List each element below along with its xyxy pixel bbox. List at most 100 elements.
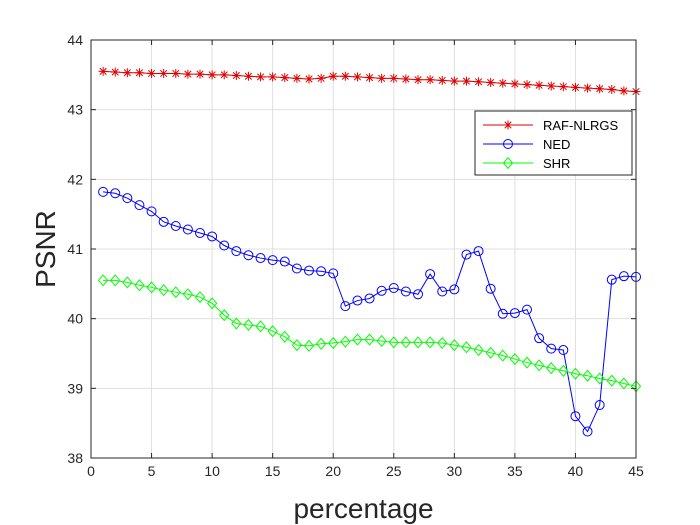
x-tick-label: 20: [325, 463, 341, 479]
asterisk-stroke: [365, 74, 374, 82]
data-point: [388, 336, 399, 349]
legend-item: RAF-NLRGS: [483, 118, 618, 133]
asterisk-stroke: [426, 76, 434, 84]
x-axis-label: percentage: [293, 493, 433, 524]
data-point: [485, 346, 496, 359]
data-point: [509, 308, 520, 319]
data-point: [291, 339, 303, 352]
data-point: [97, 274, 109, 287]
data-point: [146, 206, 157, 217]
data-point: [449, 284, 460, 295]
asterisk-stroke: [111, 68, 119, 76]
data-point: [558, 82, 568, 92]
data-point: [158, 284, 169, 297]
data-point: [400, 336, 412, 349]
data-point: [206, 297, 218, 310]
data-point: [376, 334, 387, 348]
data-point: [267, 255, 278, 266]
data-point: [98, 66, 108, 76]
asterisk-stroke: [317, 74, 325, 82]
data-point: [583, 83, 593, 93]
y-tick-label: 40: [67, 311, 83, 327]
asterisk-stroke: [269, 73, 277, 81]
y-axis-label: PSNR: [30, 210, 61, 288]
asterisk-stroke: [305, 75, 313, 83]
data-point: [279, 256, 290, 267]
asterisk-stroke: [547, 82, 555, 90]
series-raf-nlrgs: [98, 66, 641, 97]
y-tick-label: 41: [67, 241, 83, 257]
data-point: [377, 73, 387, 83]
data-point: [449, 339, 460, 352]
data-point: [98, 186, 109, 197]
asterisk-stroke: [378, 74, 386, 82]
data-point: [618, 271, 629, 282]
data-point: [389, 73, 399, 83]
data-point: [291, 263, 302, 274]
data-point: [437, 336, 448, 350]
data-point: [497, 308, 508, 319]
data-point: [400, 286, 411, 297]
data-point: [134, 68, 144, 78]
data-point: [110, 188, 121, 199]
data-point: [437, 75, 447, 85]
data-point: [304, 265, 314, 276]
data-point: [582, 369, 593, 382]
y-tick-label: 38: [67, 450, 83, 466]
legend-label: NED: [543, 137, 570, 152]
data-point: [159, 68, 169, 78]
asterisk-stroke: [596, 85, 604, 93]
x-tick-label: 15: [265, 463, 281, 479]
data-point: [182, 224, 193, 235]
data-point: [207, 70, 217, 80]
data-point: [461, 249, 472, 260]
data-point: [267, 325, 278, 338]
asterisk-stroke: [293, 74, 301, 82]
data-point: [364, 293, 375, 304]
data-point: [219, 309, 230, 322]
data-point: [558, 345, 569, 356]
data-point: [413, 289, 423, 300]
data-point: [158, 216, 169, 227]
asterisk-stroke: [123, 69, 131, 77]
tick-labels: 0 5 10 15 20 25 30 35 40 45 38 39 40 41 42 43 44: [67, 32, 644, 479]
data-point: [170, 221, 181, 232]
data-point: [413, 75, 423, 85]
data-point: [412, 336, 424, 349]
legend-item: NED: [483, 137, 570, 152]
asterisk-stroke: [462, 77, 471, 85]
data-point: [595, 84, 605, 94]
data-point: [292, 73, 302, 83]
legend-marker: [503, 139, 513, 149]
data-point: [582, 426, 593, 437]
x-tick-label: 45: [628, 463, 644, 479]
data-point: [255, 320, 266, 333]
y-tick-label: 43: [67, 102, 83, 118]
data-point: [461, 341, 472, 354]
data-point: [231, 246, 242, 257]
asterisk-stroke: [583, 84, 592, 92]
asterisk-stroke: [608, 85, 616, 94]
data-point: [522, 304, 532, 315]
y-tick-label: 44: [67, 32, 83, 48]
data-point: [449, 76, 459, 86]
data-point: [388, 283, 399, 294]
legend-item: SHR: [483, 156, 570, 171]
asterisk-stroke: [504, 121, 512, 129]
data-point: [474, 77, 484, 87]
data-point: [546, 343, 557, 354]
data-point: [122, 68, 132, 78]
data-point: [533, 359, 545, 372]
asterisk-stroke: [559, 83, 567, 91]
asterisk-stroke: [535, 81, 543, 89]
data-point: [279, 330, 290, 343]
data-point: [607, 84, 617, 94]
asterisk-stroke: [329, 72, 337, 80]
data-point: [134, 279, 145, 292]
data-point: [352, 72, 362, 82]
x-tick-label: 10: [204, 463, 220, 479]
asterisk-stroke: [147, 69, 156, 78]
data-point: [170, 286, 181, 299]
series-ned: [98, 186, 641, 437]
asterisk-stroke: [499, 79, 507, 87]
